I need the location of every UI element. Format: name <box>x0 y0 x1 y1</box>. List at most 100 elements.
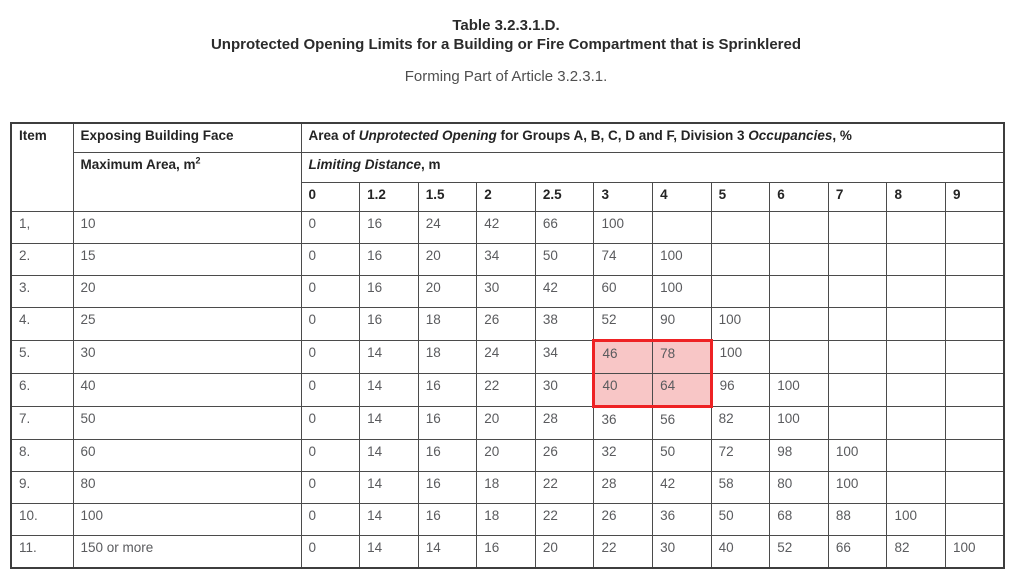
value-cell: 100 <box>652 243 712 276</box>
table-row: 11. 150 or more 0 14 14 16 20 22 30 40 52 66 82 100 <box>10 535 1005 569</box>
value-cell: 22 <box>593 535 654 569</box>
value-cell: 0 <box>300 439 361 472</box>
value-cell: 0 <box>300 340 361 374</box>
value-cell <box>945 373 1005 407</box>
value-cell: 90 <box>652 307 712 341</box>
table-row: 10. 100 0 14 16 18 22 26 36 50 68 88 100 <box>10 503 1005 536</box>
value-cell: 0 <box>300 243 361 276</box>
value-cell <box>827 406 888 440</box>
item-column-header: Item <box>10 122 74 212</box>
value-cell: 16 <box>359 307 419 341</box>
value-cell: 22 <box>476 373 536 407</box>
value-cell <box>710 243 771 276</box>
value-cell: 0 <box>300 373 361 407</box>
highlighted-value-cell: 46 <box>592 339 654 374</box>
value-cell: 16 <box>417 471 478 504</box>
exposing-face-header: Exposing Building Face <box>72 122 302 153</box>
value-cell <box>827 373 888 407</box>
value-cell: 50 <box>652 439 712 472</box>
value-cell <box>769 275 829 308</box>
value-cell: 28 <box>593 471 654 504</box>
area-cell: 25 <box>72 307 302 341</box>
value-cell <box>652 211 712 244</box>
value-cell: 0 <box>300 307 361 341</box>
area-cell: 60 <box>72 439 302 472</box>
item-cell: 9. <box>10 471 74 504</box>
value-cell <box>945 307 1005 341</box>
distance-col-header: 2.5 <box>534 182 595 212</box>
value-cell: 68 <box>769 503 829 536</box>
value-cell: 100 <box>769 406 829 440</box>
limiting-distance-post: , m <box>421 157 441 172</box>
value-cell: 16 <box>359 275 419 308</box>
value-cell: 16 <box>476 535 536 569</box>
value-cell: 0 <box>300 211 361 244</box>
value-cell: 82 <box>886 535 947 569</box>
value-cell: 50 <box>534 243 595 276</box>
distance-col-header: 6 <box>769 182 829 212</box>
value-cell: 0 <box>300 275 361 308</box>
value-cell <box>769 243 829 276</box>
value-cell: 100 <box>945 535 1005 569</box>
item-cell: 10. <box>10 503 74 536</box>
distance-col-header: 5 <box>710 182 771 212</box>
value-cell: 22 <box>534 471 595 504</box>
highlighted-value-cell: 78 <box>652 339 713 374</box>
max-area-text: Maximum Area, m <box>80 157 196 172</box>
value-cell: 80 <box>769 471 829 504</box>
area-cell: 20 <box>72 275 302 308</box>
limiting-distance-header: Limiting Distance, m <box>300 152 1005 183</box>
value-cell <box>886 373 947 407</box>
max-area-superscript: 2 <box>195 155 201 166</box>
value-cell: 14 <box>359 340 419 374</box>
value-cell: 56 <box>652 406 712 440</box>
value-cell: 18 <box>417 340 478 374</box>
value-cell: 100 <box>710 307 771 341</box>
item-cell: 5. <box>10 340 74 374</box>
value-cell <box>886 275 947 308</box>
value-cell: 36 <box>652 503 712 536</box>
item-cell: 8. <box>10 439 74 472</box>
value-cell: 58 <box>710 471 771 504</box>
distance-col-header: 1.2 <box>359 182 419 212</box>
value-cell: 20 <box>417 243 478 276</box>
value-cell <box>827 340 888 374</box>
item-cell: 3. <box>10 275 74 308</box>
table-row: 1, 10 0 16 24 42 66 100 <box>10 211 1005 244</box>
area-header-pre: Area of <box>308 128 359 143</box>
table-row: 9. 80 0 14 16 18 22 28 42 58 80 100 <box>10 471 1005 504</box>
value-cell <box>886 211 947 244</box>
value-cell <box>945 340 1005 374</box>
value-cell: 50 <box>710 503 771 536</box>
value-cell: 14 <box>359 471 419 504</box>
area-cell: 50 <box>72 406 302 440</box>
value-cell: 38 <box>534 307 595 341</box>
highlighted-value-cell: 40 <box>592 373 654 408</box>
area-cell: 10 <box>72 211 302 244</box>
item-cell: 2. <box>10 243 74 276</box>
value-cell: 42 <box>652 471 712 504</box>
table-title: Unprotected Opening Limits for a Buildin… <box>210 36 802 53</box>
value-cell: 14 <box>359 373 419 407</box>
value-cell: 96 <box>710 373 771 407</box>
value-cell <box>945 503 1005 536</box>
header-row-1: Item Exposing Building Face Area of Unpr… <box>10 122 1005 212</box>
max-area-header: Maximum Area, m2 <box>72 152 302 212</box>
distance-col-header: 1.5 <box>417 182 478 212</box>
distance-header-row: 0 1.2 1.5 2 2.5 3 4 5 6 7 8 9 <box>11 182 1005 212</box>
value-cell: 34 <box>476 243 536 276</box>
value-cell: 16 <box>417 406 478 440</box>
table-row: 6. 40 0 14 16 22 30 40 64 96 100 <box>10 373 1005 408</box>
value-cell <box>945 471 1005 504</box>
distance-col-header: 0 <box>300 182 361 212</box>
value-cell: 66 <box>827 535 888 569</box>
area-group-header: Area of Unprotected Opening for Groups A… <box>300 122 1005 153</box>
table-row: 3. 20 0 16 20 30 42 60 100 <box>10 275 1005 308</box>
unprotected-opening-limits-table: Item Exposing Building Face Area of Unpr… <box>10 122 1006 569</box>
title-block: Table 3.2.3.1.D. Unprotected Opening Lim… <box>0 0 1012 86</box>
value-cell: 18 <box>417 307 478 341</box>
value-cell <box>827 243 888 276</box>
distance-col-header: 9 <box>945 182 1005 212</box>
value-cell: 14 <box>359 439 419 472</box>
value-cell: 30 <box>652 535 712 569</box>
